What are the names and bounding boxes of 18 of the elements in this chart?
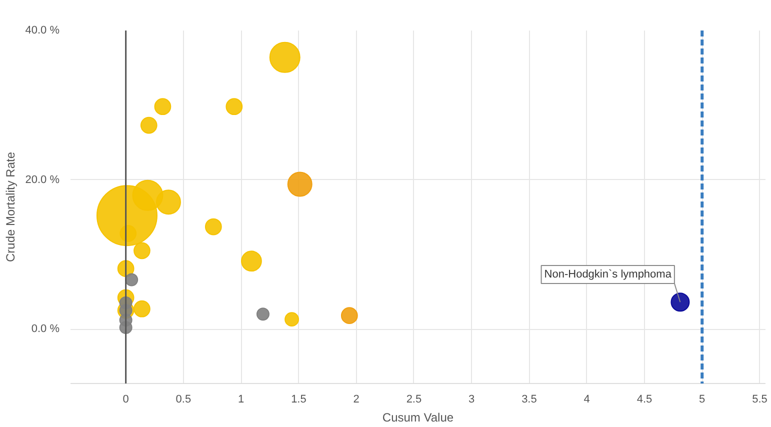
x-tick-label: 2 xyxy=(353,394,360,406)
x-tick-label: 5.5 xyxy=(752,394,768,406)
y-axis-title: Crude Mortality Rate xyxy=(3,152,18,262)
x-tick-label: 5 xyxy=(699,394,706,406)
x-tick-label: 3 xyxy=(468,394,475,406)
x-tick-label: 1 xyxy=(238,394,244,406)
y-tick-label: 0.0 % xyxy=(31,323,60,336)
x-tick-label: 2.5 xyxy=(406,394,422,406)
x-tick-label: 0 xyxy=(122,394,129,406)
annotation: Non-Hodgkin`s lymphoma xyxy=(544,268,672,280)
x-tick-label: 4 xyxy=(584,394,590,406)
y-tick-label: 40.0 % xyxy=(25,24,60,36)
x-tick-label: 4.5 xyxy=(636,394,652,406)
x-axis-title: Cusum Value xyxy=(382,410,454,424)
x-tick-label: 0.5 xyxy=(176,394,192,406)
x-tick-label: 3.5 xyxy=(522,394,537,406)
y-tick-label: 20.0 % xyxy=(25,174,60,186)
x-tick-label: 1.5 xyxy=(291,394,306,406)
